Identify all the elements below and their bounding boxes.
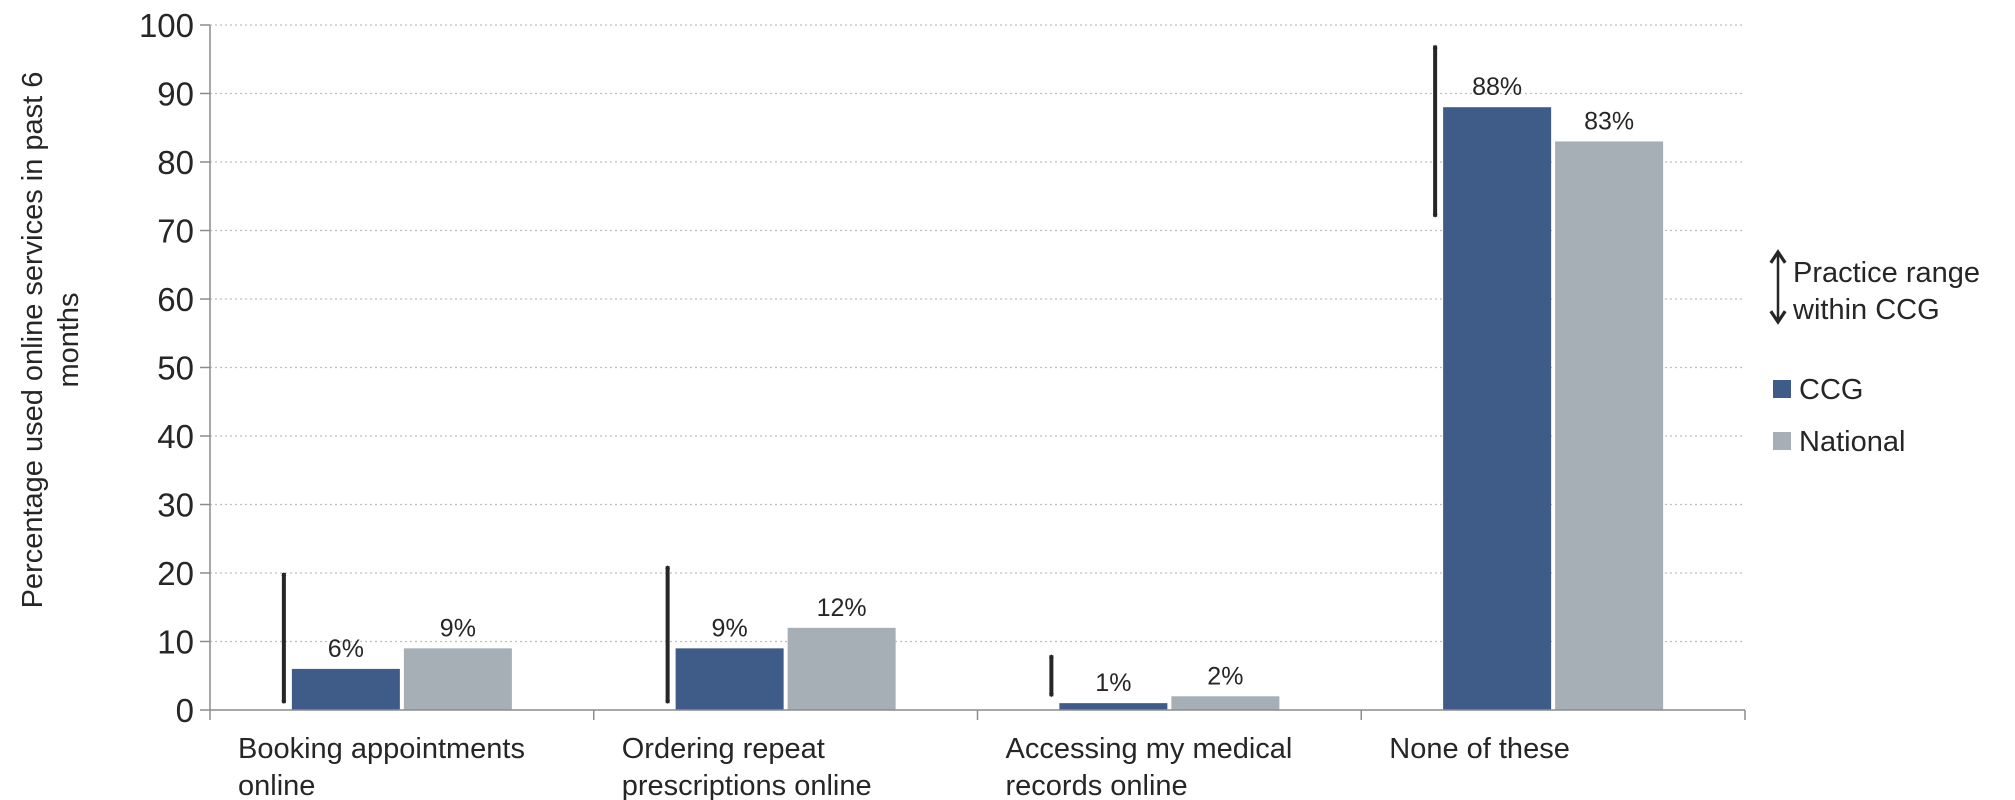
legend-swatch-national	[1773, 432, 1791, 450]
legend: Practice range within CCG CCG National	[1773, 252, 1980, 458]
data-label: 1%	[1095, 669, 1131, 697]
data-label: 9%	[440, 614, 476, 642]
bar-national	[1555, 141, 1663, 710]
data-label: 9%	[712, 614, 748, 642]
data-label: 2%	[1207, 662, 1243, 690]
category-label: None of these	[1389, 733, 1570, 765]
bar-ccg	[676, 648, 784, 710]
bar-national	[404, 648, 512, 710]
y-tick-label: 40	[157, 418, 194, 455]
category-label: Accessing my medical records online	[1006, 733, 1293, 800]
category-label: Booking appointments online	[238, 733, 525, 800]
y-tick-label: 80	[157, 144, 194, 181]
y-tick-label: 70	[157, 213, 194, 250]
category-label: Ordering repeat prescriptions online	[622, 733, 872, 800]
bars	[292, 107, 1663, 710]
legend-swatch-ccg	[1773, 380, 1791, 398]
data-label: 83%	[1584, 107, 1634, 135]
y-tick-label: 20	[157, 555, 194, 592]
data-label: 88%	[1472, 73, 1522, 101]
legend-label-ccg: CCG	[1799, 374, 1863, 406]
y-tick-label: 90	[157, 76, 194, 113]
bar-national	[788, 628, 896, 710]
bar-ccg	[292, 669, 400, 710]
legend-range-label: Practice range within CCG	[1792, 257, 1980, 326]
y-axis-label: Percentage used online services in past …	[17, 72, 85, 609]
data-label: 6%	[328, 635, 364, 663]
bar-ccg	[1443, 107, 1551, 710]
y-tick-label: 50	[157, 350, 194, 387]
y-tick-label: 60	[157, 281, 194, 318]
legend-label-national: National	[1799, 426, 1905, 458]
bar-national	[1171, 696, 1279, 710]
bar-ccg	[1059, 703, 1167, 710]
data-label: 12%	[817, 594, 867, 622]
y-tick-label: 30	[157, 487, 194, 524]
y-tick-label: 10	[157, 624, 194, 661]
y-tick-label: 100	[139, 7, 194, 44]
y-tick-label: 0	[176, 692, 194, 729]
